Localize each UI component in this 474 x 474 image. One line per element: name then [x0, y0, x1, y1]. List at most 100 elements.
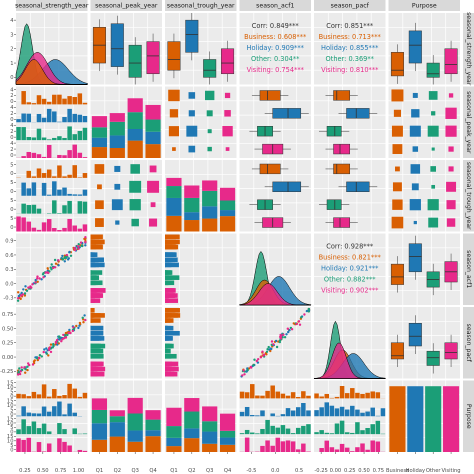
histogram-bar	[16, 127, 21, 141]
stacked-bar-segment	[109, 416, 125, 423]
scatter-point	[31, 283, 34, 286]
histogram-bar	[360, 412, 365, 417]
panel-r5-c4	[314, 380, 386, 452]
count-square	[393, 109, 401, 117]
stacked-bar-segment	[127, 112, 143, 130]
panel-r5-c3	[239, 380, 311, 452]
y-tick-label: 10	[7, 403, 14, 409]
histogram-bar	[314, 432, 319, 435]
scatter-point	[298, 323, 302, 326]
panel-r5-c2	[165, 380, 237, 452]
scatter-point	[49, 343, 53, 346]
y-tick-label: 0.00	[2, 355, 14, 361]
histogram-bar	[41, 222, 47, 232]
histogram-bar	[244, 437, 250, 452]
scatter-point	[261, 350, 264, 353]
count-square	[392, 199, 403, 210]
boxplot-box	[185, 19, 199, 53]
scatter-point	[65, 253, 69, 257]
histogram-bar	[26, 170, 32, 178]
column-strip-label: season_pacf	[331, 3, 370, 10]
boxplot-box	[390, 263, 404, 285]
histogram-bar	[21, 203, 26, 214]
scatter-point	[79, 241, 83, 244]
stacked-bar-segment	[127, 129, 143, 141]
histogram-bar	[21, 113, 26, 123]
histogram-bar	[375, 420, 381, 435]
histogram-bar	[165, 275, 180, 280]
y-tick-label: 0.9	[5, 238, 13, 244]
y-tick-label: 0	[10, 135, 13, 141]
panel-r4-c4	[313, 307, 386, 379]
histogram-bar	[165, 325, 174, 331]
histogram-bar	[21, 156, 26, 158]
scatter-point	[249, 365, 252, 369]
scatter-point	[49, 350, 53, 354]
correlation-label: Holiday: 0.921***	[321, 265, 379, 273]
scatter-point	[23, 292, 27, 295]
histogram-bar	[90, 343, 101, 349]
scatter-point	[17, 371, 21, 374]
histogram-bar	[67, 403, 72, 417]
histogram-bar	[67, 383, 72, 399]
stacked-bar-segment	[184, 220, 200, 232]
histogram-bar	[165, 330, 180, 336]
histogram-bar	[270, 385, 275, 399]
histogram-bar	[319, 407, 324, 417]
histogram-bar	[355, 422, 360, 435]
scatter-point	[81, 316, 84, 319]
scatter-point	[282, 333, 285, 336]
count-square	[111, 199, 123, 211]
correlation-label: Visiting: 0.810***	[321, 66, 379, 74]
stacked-bar-segment	[184, 428, 200, 439]
correlation-label: Visiting: 0.902***	[321, 287, 379, 295]
count-square	[428, 217, 439, 228]
panel-r3-c3	[239, 233, 312, 306]
histogram-bar	[31, 152, 37, 158]
y-tick-label: 4	[10, 105, 14, 111]
histogram-bar	[67, 200, 72, 214]
boxplot-box	[146, 41, 160, 75]
scatter-point	[283, 336, 287, 339]
count-square	[114, 165, 121, 172]
scatter-point	[279, 335, 282, 339]
panel-r5-c1	[90, 380, 162, 452]
count-square	[225, 147, 230, 151]
histogram-bar	[250, 384, 255, 399]
histogram-bar	[306, 410, 311, 417]
y-tick-label: 0.50	[2, 326, 14, 332]
scatter-point	[73, 246, 76, 250]
y-tick-label: -0.25	[0, 369, 13, 375]
histogram-bar	[82, 102, 88, 105]
boxplot-box	[444, 342, 458, 360]
histogram-bar	[375, 392, 381, 399]
histogram-bar	[41, 117, 47, 123]
y-tick-label: 15	[7, 381, 14, 387]
histogram-bar	[339, 386, 345, 399]
histogram-bar	[67, 126, 72, 141]
panel-r4-c5	[388, 307, 460, 379]
histogram-bar	[46, 431, 52, 435]
panel-r0-c4: Corr: 0.851*** Business: 0.713*** Holiday:…	[314, 13, 386, 85]
scatter-point	[286, 327, 289, 330]
histogram-bar	[329, 433, 335, 435]
histogram-bar	[90, 361, 102, 367]
panel-r1-c0	[16, 86, 88, 158]
stacked-bar-segment	[219, 430, 236, 438]
histogram-bar	[334, 423, 340, 435]
y-tick-label: 15	[7, 398, 14, 404]
histogram-bar	[77, 130, 83, 141]
scatter-point	[24, 371, 27, 374]
histogram-bar	[57, 94, 62, 105]
count-square	[95, 218, 104, 227]
panel-background	[314, 13, 386, 85]
histogram-bar	[165, 325, 167, 331]
histogram-bar	[90, 336, 92, 341]
scatter-point	[42, 272, 45, 275]
stacked-bar-segment	[166, 426, 182, 438]
boxplot-box	[221, 48, 235, 75]
histogram-bar	[355, 409, 360, 417]
histogram-bar	[26, 151, 32, 158]
histogram-bar	[165, 353, 166, 359]
scatter-point	[307, 307, 311, 311]
